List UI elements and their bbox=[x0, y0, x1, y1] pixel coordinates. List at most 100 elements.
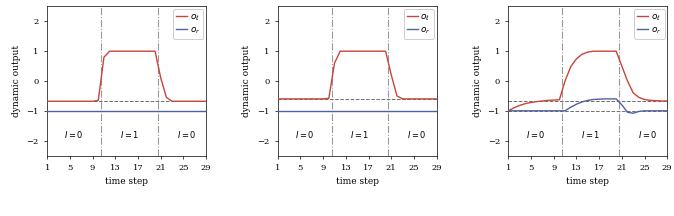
$o_\ell$ bbox=[416, 98, 424, 100]
$o_r$ bbox=[561, 110, 569, 112]
$o_\ell$ bbox=[71, 100, 80, 103]
$o_r$ bbox=[404, 110, 412, 112]
$o_r$ bbox=[313, 110, 321, 112]
Legend: $o_\ell$, $o_r$: $o_\ell$, $o_r$ bbox=[404, 9, 434, 39]
$o_\ell$ bbox=[365, 50, 373, 52]
$o_r$ bbox=[279, 110, 287, 112]
$o_\ell$ bbox=[140, 50, 148, 52]
Text: $I=0$: $I=0$ bbox=[177, 129, 196, 140]
$o_r$ bbox=[510, 110, 518, 112]
Line: $o_\ell$: $o_\ell$ bbox=[508, 51, 667, 111]
$o_r$ bbox=[302, 110, 310, 112]
$o_r$ bbox=[612, 98, 620, 100]
$o_r$ bbox=[94, 110, 102, 112]
$o_r$ bbox=[359, 110, 367, 112]
$o_\ell$ bbox=[94, 99, 102, 102]
Text: $I=1$: $I=1$ bbox=[350, 129, 370, 140]
$o_\ell$ bbox=[376, 50, 384, 52]
X-axis label: time step: time step bbox=[336, 177, 379, 186]
$o_\ell$ bbox=[595, 50, 603, 52]
$o_\ell$ bbox=[532, 100, 541, 103]
$o_\ell$ bbox=[658, 100, 666, 102]
$o_r$ bbox=[297, 110, 305, 112]
$o_\ell$ bbox=[410, 98, 418, 100]
$o_r$ bbox=[516, 110, 524, 112]
$o_r$ bbox=[589, 98, 597, 101]
$o_\ell$ bbox=[589, 50, 597, 52]
$o_r$ bbox=[140, 110, 148, 112]
Y-axis label: dynamic output: dynamic output bbox=[243, 45, 251, 117]
$o_\ell$ bbox=[504, 110, 512, 112]
$o_\ell$ bbox=[55, 100, 63, 103]
$o_\ell$ bbox=[584, 51, 592, 53]
$o_\ell$ bbox=[521, 102, 529, 105]
$o_\ell$ bbox=[612, 50, 620, 52]
$o_r$ bbox=[601, 98, 609, 100]
$o_\ell$ bbox=[285, 98, 293, 100]
$o_\ell$ bbox=[146, 50, 154, 52]
$o_\ell$ bbox=[629, 92, 637, 94]
$o_r$ bbox=[410, 110, 418, 112]
$o_r$ bbox=[336, 110, 344, 112]
$o_\ell$ bbox=[88, 100, 96, 103]
$o_\ell$ bbox=[313, 98, 321, 100]
$o_r$ bbox=[111, 110, 119, 112]
$o_r$ bbox=[117, 110, 125, 112]
$o_r$ bbox=[319, 110, 327, 112]
$o_\ell$ bbox=[83, 100, 91, 103]
$o_r$ bbox=[572, 103, 580, 106]
$o_\ell$ bbox=[555, 98, 563, 101]
$o_r$ bbox=[567, 106, 575, 108]
Y-axis label: dynamic output: dynamic output bbox=[12, 45, 21, 117]
$o_\ell$ bbox=[567, 65, 575, 68]
$o_r$ bbox=[555, 110, 563, 112]
$o_\ell$ bbox=[353, 50, 361, 52]
$o_\ell$ bbox=[348, 50, 356, 52]
$o_\ell$ bbox=[663, 100, 671, 102]
$o_\ell$ bbox=[196, 100, 204, 103]
$o_\ell$ bbox=[618, 65, 626, 67]
$o_\ell$ bbox=[330, 62, 338, 64]
$o_r$ bbox=[308, 110, 316, 112]
$o_\ell$ bbox=[342, 50, 350, 52]
$o_\ell$ bbox=[179, 100, 187, 103]
$o_\ell$ bbox=[646, 99, 654, 102]
$o_\ell$ bbox=[561, 80, 569, 82]
$o_\ell$ bbox=[544, 99, 552, 102]
$o_\ell$ bbox=[123, 50, 131, 52]
$o_r$ bbox=[123, 110, 131, 112]
$o_r$ bbox=[646, 110, 654, 112]
Line: $o_\ell$: $o_\ell$ bbox=[278, 51, 437, 99]
$o_r$ bbox=[427, 110, 435, 112]
X-axis label: time step: time step bbox=[566, 177, 609, 186]
$o_r$ bbox=[128, 110, 136, 112]
$o_r$ bbox=[658, 110, 666, 112]
$o_r$ bbox=[100, 110, 108, 112]
$o_r$ bbox=[421, 110, 429, 112]
$o_r$ bbox=[66, 110, 74, 112]
$o_r$ bbox=[78, 110, 86, 112]
$o_r$ bbox=[595, 98, 603, 100]
$o_r$ bbox=[174, 110, 182, 112]
$o_\ell$ bbox=[151, 50, 159, 52]
$o_\ell$ bbox=[550, 99, 558, 101]
$o_\ell$ bbox=[319, 98, 327, 100]
$o_\ell$ bbox=[336, 50, 344, 52]
$o_\ell$ bbox=[381, 50, 390, 52]
$o_r$ bbox=[504, 110, 512, 112]
$o_r$ bbox=[146, 110, 154, 112]
$o_\ell$ bbox=[191, 100, 199, 103]
$o_\ell$ bbox=[60, 100, 68, 103]
$o_r$ bbox=[381, 110, 390, 112]
$o_\ell$ bbox=[111, 50, 119, 52]
$o_\ell$ bbox=[652, 99, 660, 102]
$o_\ell$ bbox=[168, 100, 176, 103]
$o_r$ bbox=[365, 110, 373, 112]
$o_\ell$ bbox=[106, 50, 114, 52]
$o_r$ bbox=[191, 110, 199, 112]
$o_\ell$ bbox=[404, 98, 412, 100]
$o_r$ bbox=[539, 110, 547, 112]
$o_r$ bbox=[151, 110, 159, 112]
$o_r$ bbox=[635, 110, 643, 113]
$o_\ell$ bbox=[578, 53, 586, 56]
